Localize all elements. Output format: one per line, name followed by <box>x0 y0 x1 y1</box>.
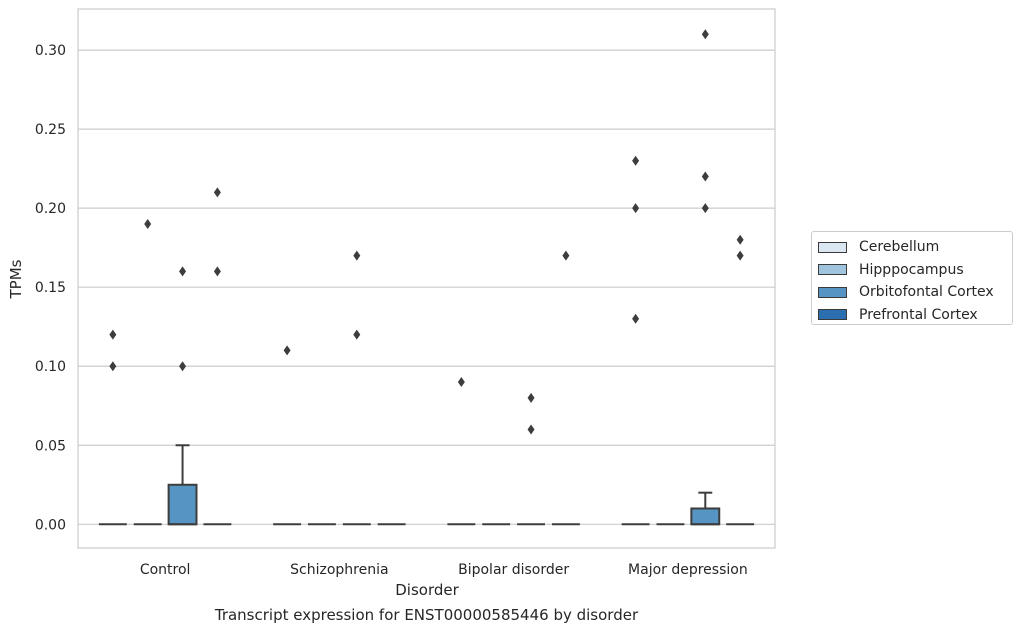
legend-label: Prefrontal Cortex <box>859 306 978 323</box>
y-tick-label: 0.30 <box>35 43 66 59</box>
x-tick-label: Bipolar disorder <box>458 562 569 578</box>
legend-swatch <box>818 286 847 298</box>
y-tick-label: 0.25 <box>35 122 66 138</box>
outlier-point <box>179 361 187 372</box>
outlier-point <box>144 218 152 229</box>
outlier-point <box>701 171 709 182</box>
plot-frame <box>77 8 776 549</box>
outlier-points <box>109 29 744 435</box>
legend-swatch <box>818 241 847 253</box>
outlier-point <box>179 266 187 277</box>
y-tick-label: 0.00 <box>35 517 66 533</box>
outlier-point <box>353 250 361 261</box>
legend-label: Hipppocampus <box>859 261 964 278</box>
legend-swatch <box>818 309 847 321</box>
outlier-point <box>213 187 221 198</box>
outlier-point <box>527 392 535 403</box>
legend-item: Orbitofontal Cortex <box>818 281 1006 304</box>
legend: Cerebellum Hipppocampus Orbitofontal Corte… <box>811 231 1013 325</box>
gridlines <box>78 49 775 525</box>
legend-swatch <box>818 264 847 276</box>
x-tick-label: Schizophrenia <box>290 562 388 578</box>
x-tick-label: Major depression <box>628 562 748 578</box>
outlier-point <box>701 203 709 214</box>
legend-item: Cerebellum <box>818 236 1006 259</box>
outlier-point <box>562 250 570 261</box>
outlier-point <box>632 155 640 166</box>
outlier-point <box>632 203 640 214</box>
outlier-point <box>283 345 291 356</box>
y-tick-label: 0.05 <box>35 438 66 454</box>
outlier-point <box>213 266 221 277</box>
box-body <box>690 507 721 526</box>
legend-label: Orbitofontal Cortex <box>859 284 994 301</box>
outlier-point <box>457 377 465 388</box>
outlier-point <box>736 250 744 261</box>
x-tick-labels: Control Schizophrenia Bipolar disorder Majo… <box>140 562 748 578</box>
box <box>167 444 198 526</box>
y-tick-label: 0.20 <box>35 201 66 217</box>
y-axis-label: TPMs <box>7 259 25 299</box>
outlier-point <box>109 361 117 372</box>
outlier-point <box>353 329 361 340</box>
box-series <box>98 444 755 526</box>
outlier-point <box>527 424 535 435</box>
x-axis-label: Disorder <box>395 581 459 599</box>
legend-label: Cerebellum <box>859 239 940 256</box>
outlier-point <box>701 29 709 40</box>
outlier-point <box>632 313 640 324</box>
outlier-point <box>736 234 744 245</box>
y-tick-labels: 0.00 0.05 0.10 0.15 0.20 0.25 0.30 <box>35 43 66 533</box>
chart-caption: Transcript expression for ENST0000058544… <box>214 606 639 624</box>
legend-item: Hipppocampus <box>818 259 1006 282</box>
y-tick-label: 0.15 <box>35 280 66 296</box>
outlier-point <box>109 329 117 340</box>
legend-item: Prefrontal Cortex <box>818 304 1006 327</box>
box <box>690 491 721 526</box>
y-tick-label: 0.10 <box>35 359 66 375</box>
box-body <box>167 483 198 526</box>
x-tick-label: Control <box>140 562 191 578</box>
